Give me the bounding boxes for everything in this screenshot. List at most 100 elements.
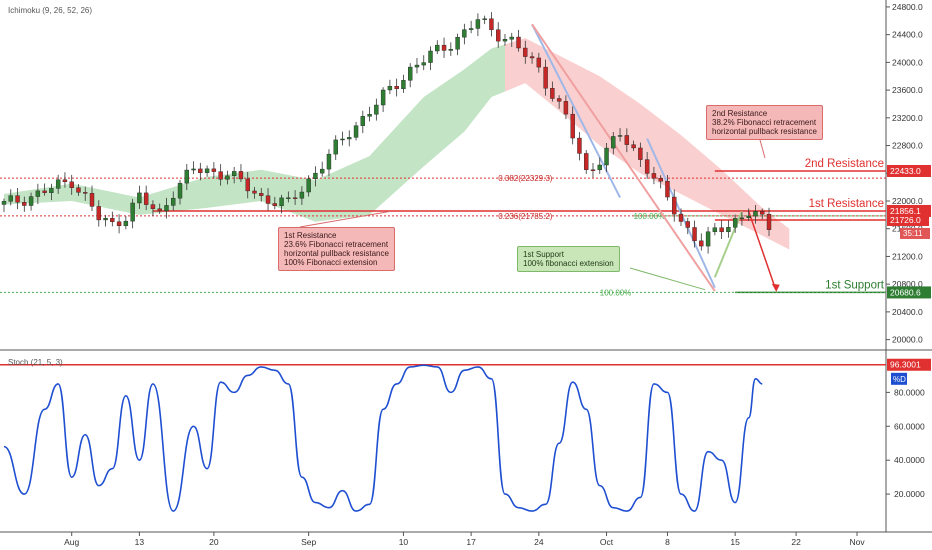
candle-body [489,18,494,30]
candle-body [462,29,467,38]
candle-body [177,182,183,199]
candle-body [313,172,318,180]
candle-body [739,217,745,220]
level-tag [887,213,929,226]
stoch-label[interactable]: Stoch (21, 5, 3) [8,358,63,367]
candle-body [252,190,257,194]
candle-body [326,153,332,170]
stoch-tick-label: 20.0000 [894,489,925,499]
time-tick-label: 15 [730,537,740,547]
candle-body [638,147,643,160]
level-name: 2nd Resistance [805,158,884,170]
candle-body [238,171,244,180]
candle-body [157,208,162,212]
candle-body [509,36,514,40]
candle-body [143,192,149,205]
candle-body [468,28,474,30]
time-tick-label: 20 [209,537,219,547]
time-tick-label: Aug [64,537,79,547]
stoch-line [3,364,763,512]
candle-body [428,50,433,63]
candle-body [225,175,230,180]
candle-body [28,196,34,206]
stoch-level-label: 96.3001 [890,360,921,370]
candle-body [292,197,298,199]
time-axis: Aug 13 20 Sep 10 17 24 Oct 8 15 22 Nov [64,532,865,547]
stoch-d-line [3,364,763,512]
level-tag [887,164,931,177]
stoch-level-tag [887,358,931,371]
candle-body [563,101,569,115]
candle-body [231,171,237,177]
candle-body [421,62,426,66]
price-tick-label: 21200.0 [892,251,923,261]
candle-body [611,136,616,149]
first-resistance-note[interactable]: 1st Resistance 23.6% Fibonacci retraceme… [278,227,395,271]
candle-body [137,192,142,204]
level-tag-label: 21726.0 [890,215,921,225]
candle-body [719,227,724,233]
candle-body [435,44,440,52]
candle-body [408,66,413,81]
cloud-bearish [504,38,790,250]
stoch-tick-label: 80.0000 [894,387,925,397]
time-tick-label: Oct [600,537,614,547]
price-grid [0,0,932,533]
level-name: 1st Resistance [809,198,884,210]
candle-body [245,178,250,192]
candle-body [130,202,135,222]
candle-body [96,206,101,221]
candle-body [164,205,169,212]
candle-body [631,144,636,149]
candle-body [272,203,277,206]
fib-label: 100.00% [600,288,632,297]
candle-body [617,135,623,137]
candle-body [191,168,196,171]
candle-body [644,159,650,174]
candle-body [265,195,271,204]
candle-body [414,64,420,68]
candle-body [150,204,156,209]
time-tick-label: Sep [301,537,316,547]
time-tick-label: 22 [791,537,801,547]
candle-body [69,181,74,188]
candle-body [103,217,108,221]
fib-label: 0.236(21785.2) [498,212,553,221]
time-tick-label: 10 [399,537,409,547]
level-tag-label: 22433.0 [890,166,921,176]
fib-arrow-4 [713,211,743,278]
candle-body [401,80,406,90]
ichimoku-label[interactable]: Ichimoku (9, 26, 52, 26) [8,6,93,15]
candle-body [333,139,338,155]
candle-body [42,190,47,193]
candle-body [496,29,501,42]
price-tick-label: 23600.0 [892,85,923,95]
level-tag [887,286,931,299]
candle-body [204,168,210,173]
candle-body [211,168,217,172]
candle-body [15,195,20,203]
fib-arrow-2 [531,23,716,292]
candle-body [360,116,366,126]
time-tick-label: 13 [135,537,145,547]
countdown-label: 35:11 [903,229,923,238]
callout-pointer [759,139,766,159]
candle-body [76,187,81,193]
level-tag-label: 20680.6 [890,287,921,297]
candle-body [475,19,481,29]
candle-body [455,36,460,50]
candle-body [536,57,542,68]
candle-body [184,169,189,184]
candle-body [387,86,393,91]
candle-body [651,173,657,179]
candle-body [62,179,68,183]
first-support-note[interactable]: 1st Support 100% fibonacci extension [517,246,620,272]
candle-body [665,181,670,198]
candle-body [279,197,284,206]
price-tick-label: 20800.0 [892,279,923,289]
candle-body [380,89,386,106]
fib-label: 0.382(22329.3) [498,174,553,183]
second-resistance-note[interactable]: 2nd Resistance 38.2% Fibonacci retraceme… [706,105,823,140]
candle-body [699,240,704,247]
time-tick-label: Nov [849,537,865,547]
